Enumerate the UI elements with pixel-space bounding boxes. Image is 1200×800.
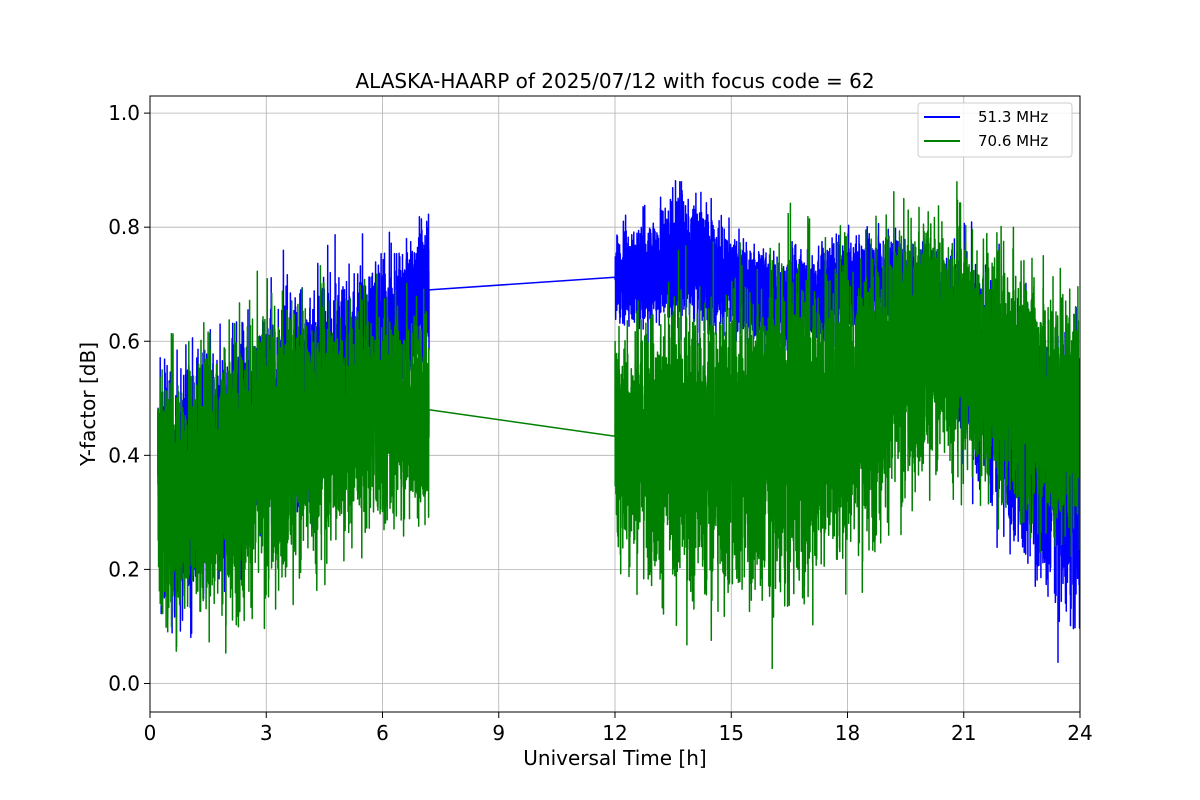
x-tick-label: 6 <box>376 721 389 745</box>
x-tick-label: 21 <box>951 721 976 745</box>
x-axis-label: Universal Time [h] <box>523 746 706 770</box>
x-tick-label: 0 <box>144 721 157 745</box>
x-tick-label: 12 <box>602 721 627 745</box>
y-axis-label: Y-factor [dB] <box>76 342 100 467</box>
series-line-70-6-mhz <box>157 180 1080 670</box>
x-tick-label: 3 <box>260 721 273 745</box>
legend-label-70-6-mhz: 70.6 MHz <box>978 132 1048 150</box>
y-tick-label: 0.2 <box>108 557 140 581</box>
x-tick-label: 15 <box>719 721 744 745</box>
x-tick-label: 18 <box>835 721 860 745</box>
y-tick-label: 0.4 <box>108 443 140 467</box>
y-tick-label: 0.0 <box>108 671 140 695</box>
legend: 51.3 MHz 70.6 MHz <box>917 102 1073 158</box>
x-tick-label: 24 <box>1067 721 1092 745</box>
chart-title: ALASKA-HAARP of 2025/07/12 with focus co… <box>355 69 874 93</box>
legend-label-51-3-mhz: 51.3 MHz <box>978 108 1048 126</box>
y-tick-label: 0.8 <box>108 215 140 239</box>
y-tick-label: 0.6 <box>108 329 140 353</box>
y-tick-label: 1.0 <box>108 101 140 125</box>
series-layer <box>157 179 1080 670</box>
axis-ticks: 0 3 6 9 12 15 18 21 24 0.0 0.2 0.4 0.6 0.8 1.0 <box>108 101 1093 745</box>
x-tick-label: 9 <box>492 721 505 745</box>
